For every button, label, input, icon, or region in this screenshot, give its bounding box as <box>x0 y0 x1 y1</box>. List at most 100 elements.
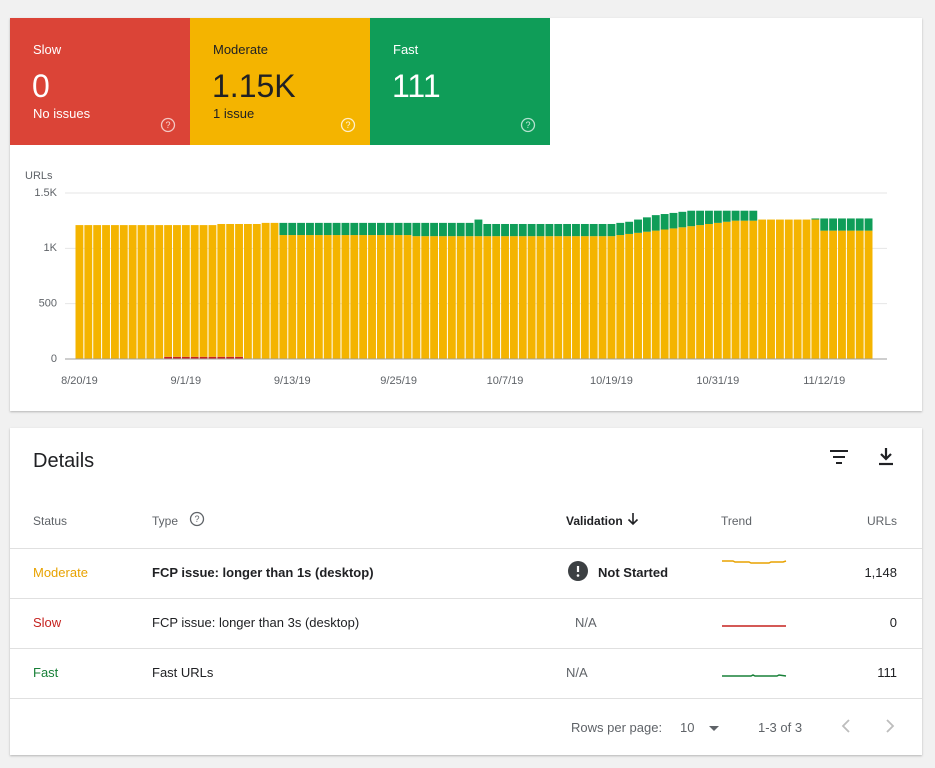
x-tick-label: 8/20/19 <box>61 375 98 387</box>
bar-segment <box>669 212 678 229</box>
x-tick-label: 9/25/19 <box>380 375 417 387</box>
bar-segment <box>846 218 855 231</box>
column-header: Status <box>33 514 68 528</box>
bar-segment <box>749 220 758 359</box>
bar-segment <box>456 222 465 237</box>
bar-segment <box>146 225 155 359</box>
bar-segment <box>518 223 527 237</box>
tile-note: No issues <box>33 106 91 121</box>
bar-segment <box>403 235 412 359</box>
bar-segment <box>306 235 314 359</box>
details-title: Details <box>33 450 95 472</box>
bar-segment <box>164 356 173 359</box>
help-icon[interactable]: ? <box>340 117 356 133</box>
x-tick-label: 10/7/19 <box>487 375 524 387</box>
bar-segment <box>705 223 713 359</box>
next-page[interactable] <box>884 718 896 734</box>
bar-segment <box>279 235 288 359</box>
bar-segment <box>164 225 173 357</box>
fast-tile[interactable]: Fast 111 ? <box>370 18 550 145</box>
svg-text:?: ? <box>165 120 170 130</box>
bar-segment <box>208 356 217 359</box>
bar-segment <box>235 356 243 359</box>
bar-segment <box>332 222 341 236</box>
bar-segment <box>820 218 829 231</box>
chart: URLs 0 500 1K 1.5K 8/20/19 9/1/19 9/13/19 9/25/… <box>25 170 887 387</box>
trend-sparkline <box>722 674 787 677</box>
sort-arrow[interactable] <box>627 512 639 526</box>
x-tick-label: 10/31/19 <box>696 375 739 387</box>
bar-segment <box>243 223 252 359</box>
bar-segment <box>731 210 740 221</box>
bar-segment <box>341 235 350 359</box>
bar-segment <box>376 235 385 359</box>
bar-segment <box>102 225 110 359</box>
bar-segment <box>261 222 270 359</box>
bar-segment <box>323 235 332 359</box>
bar-segment <box>297 222 306 236</box>
bar-segment <box>642 231 651 359</box>
svg-text:?: ? <box>525 120 530 130</box>
bar-segment <box>332 235 341 359</box>
moderate-tile[interactable]: Moderate 1.15K 1 issue ? <box>190 18 370 145</box>
bar-segment <box>767 219 775 359</box>
rows-per-page-label: Rows per page: <box>571 720 663 735</box>
bar-segment <box>749 210 758 221</box>
divider <box>10 648 922 649</box>
bar-segment <box>288 235 297 359</box>
column-header[interactable]: Validation <box>566 514 623 528</box>
bar-segment <box>190 225 199 357</box>
prev-page[interactable] <box>840 718 852 734</box>
slow-tile[interactable]: Slow 0 No issues ? <box>10 18 190 145</box>
bar-segment <box>846 230 855 359</box>
y-tick-label: 1.5K <box>34 187 57 199</box>
bar-segment <box>181 225 190 357</box>
bar-segment <box>226 356 235 359</box>
bar-segment <box>758 219 767 359</box>
tile-label: Slow <box>33 42 62 57</box>
type-cell[interactable]: Fast URLs <box>152 665 214 680</box>
filter-icon[interactable] <box>828 448 850 468</box>
urls-cell: 111 <box>877 665 897 680</box>
bar-segment <box>607 223 616 237</box>
bar-segment <box>793 219 802 359</box>
bar-segment <box>536 223 545 237</box>
type-cell[interactable]: FCP issue: longer than 1s (desktop) <box>152 565 374 580</box>
bar-segment <box>110 225 119 359</box>
tile-label: Moderate <box>213 42 268 57</box>
help-icon[interactable]: ? <box>160 117 176 133</box>
bar-segment <box>696 225 705 359</box>
bar-segment <box>811 219 820 359</box>
bar-segment <box>545 236 554 359</box>
type-cell[interactable]: FCP issue: longer than 3s (desktop) <box>152 615 360 630</box>
bar-segment <box>589 223 598 237</box>
y-tick-label: 500 <box>39 298 57 310</box>
bar-segment <box>173 225 181 357</box>
dropdown-arrow[interactable] <box>708 725 720 733</box>
y-axis-title: URLs <box>25 170 53 182</box>
bar-segment <box>554 236 563 359</box>
bar-segment <box>580 236 589 359</box>
bar-segment <box>687 210 696 227</box>
bar-segment <box>279 222 288 236</box>
bar-segment <box>660 214 669 230</box>
help-icon[interactable]: ? <box>520 117 536 133</box>
bar-segment <box>616 222 625 236</box>
download-icon[interactable] <box>876 446 896 468</box>
bar-segment <box>775 219 784 359</box>
bar-segment <box>474 219 483 237</box>
bar-segment <box>421 222 430 237</box>
help-icon[interactable]: ? <box>189 511 205 527</box>
bar-segment <box>128 225 137 359</box>
bar-segment <box>376 222 385 236</box>
bar-segment <box>625 233 634 359</box>
validation-cell: Not Started <box>598 565 669 580</box>
bar-segment <box>385 235 394 359</box>
bar-segment <box>217 356 226 359</box>
rows-per-page-select[interactable]: 10 <box>680 720 695 735</box>
svg-text:?: ? <box>345 120 350 130</box>
bar-segment <box>359 222 368 236</box>
column-header: Trend <box>721 514 752 528</box>
x-tick-label: 9/1/19 <box>171 375 202 387</box>
bar-segment <box>616 235 625 359</box>
